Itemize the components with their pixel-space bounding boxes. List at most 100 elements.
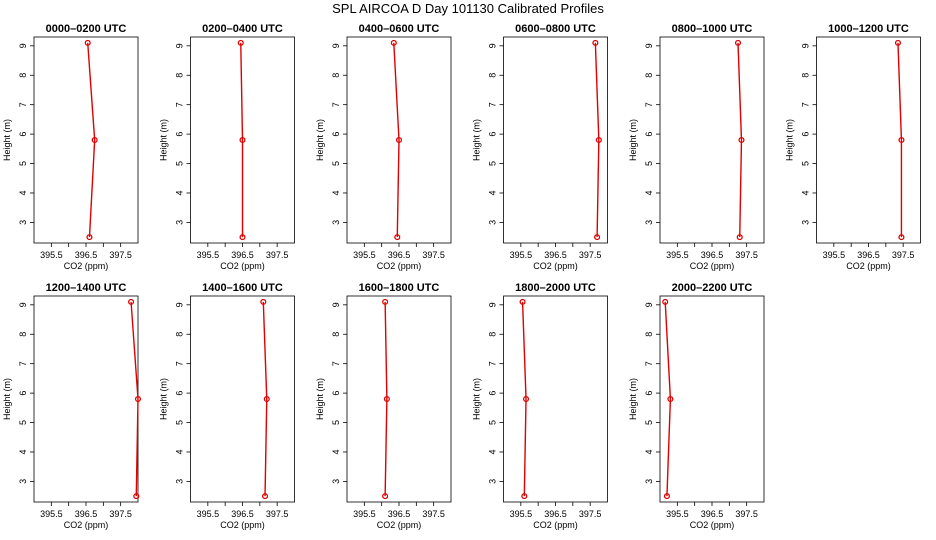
- x-tick-label: 396.5: [857, 250, 880, 260]
- y-tick-label: 8: [175, 73, 185, 78]
- panel: 2000–2200 UTC 395.5 396.5 397.5 3 4 5 6 7 8 9 CO2 (…: [628, 282, 765, 530]
- data-point: [134, 395, 142, 403]
- x-axis-label: CO2 (ppm): [220, 261, 265, 271]
- y-tick-label: 9: [331, 43, 341, 48]
- data-point: [383, 395, 390, 403]
- series-line: [130, 301, 139, 497]
- x-tick-label: 396.5: [231, 250, 254, 260]
- y-tick-label: 6: [175, 132, 185, 137]
- y-tick-label: 8: [18, 332, 28, 337]
- y-tick-label: 6: [18, 391, 28, 396]
- x-axis-label: CO2 (ppm): [64, 520, 109, 530]
- x-tick-label: 395.5: [197, 250, 220, 260]
- data-point: [592, 39, 599, 46]
- y-tick-label: 4: [488, 190, 498, 195]
- x-tick-label: 395.5: [666, 509, 689, 519]
- y-tick-label: 9: [488, 43, 498, 48]
- y-tick-label: 9: [175, 43, 185, 48]
- panel-title: 1400–1600 UTC: [202, 282, 283, 294]
- x-tick-label: 396.5: [544, 509, 567, 519]
- plot-frame: [659, 295, 765, 503]
- x-axis-label: CO2 (ppm): [533, 261, 578, 271]
- x-tick-label: 396.5: [701, 509, 724, 519]
- x-tick-label: 396.5: [75, 250, 98, 260]
- data-point: [522, 395, 530, 403]
- y-tick-label: 7: [18, 102, 28, 107]
- y-tick-label: 5: [644, 420, 654, 425]
- y-tick-label: 7: [801, 102, 811, 107]
- panel-title: 0400–0600 UTC: [359, 23, 440, 35]
- panel: 1400–1600 UTC 395.5 396.5 397.5 3 4 5 6 7 8 9 CO2 (…: [159, 282, 295, 530]
- plot-frame: [816, 36, 921, 244]
- figure-title: SPL AIRCOA D Day 101130 Calibrated Profi…: [332, 1, 604, 16]
- y-tick-label: 5: [331, 420, 341, 425]
- y-tick-label: 8: [488, 332, 498, 337]
- y-tick-label: 8: [488, 73, 498, 78]
- y-tick-label: 8: [801, 73, 811, 78]
- plot-frame: [33, 295, 139, 503]
- data-point: [237, 39, 244, 46]
- data-point: [239, 136, 246, 144]
- x-tick-label: 397.5: [735, 509, 758, 519]
- data-point: [263, 395, 270, 403]
- y-tick-label: 3: [488, 220, 498, 225]
- data-point: [395, 136, 403, 144]
- y-tick-label: 9: [18, 43, 28, 48]
- x-tick-label: 395.5: [510, 509, 533, 519]
- panel-title: 0200–0400 UTC: [202, 23, 283, 35]
- x-tick-label: 396.5: [701, 250, 724, 260]
- panel: 1200–1400 UTC 395.5 396.5 397.5 3 4 5 6 7 8 9 CO2 (…: [2, 282, 142, 530]
- y-tick-label: 3: [644, 479, 654, 484]
- x-axis-label: CO2 (ppm): [846, 261, 891, 271]
- data-point: [521, 493, 528, 500]
- series-line: [737, 42, 743, 238]
- data-point: [894, 39, 902, 46]
- x-tick-label: 396.5: [388, 509, 411, 519]
- y-tick-label: 5: [801, 161, 811, 166]
- y-tick-label: 7: [488, 102, 498, 107]
- y-tick-label: 3: [175, 220, 185, 225]
- y-axis-label: Height (m): [159, 378, 169, 420]
- x-tick-label: 396.5: [544, 250, 567, 260]
- plot-frame: [33, 36, 139, 244]
- y-tick-label: 4: [801, 190, 811, 195]
- y-tick-label: 4: [175, 449, 185, 454]
- x-tick-label: 397.5: [892, 250, 915, 260]
- series-line: [240, 42, 244, 238]
- x-axis-label: CO2 (ppm): [690, 520, 735, 530]
- x-tick-label: 395.5: [666, 250, 689, 260]
- y-axis-label: Height (m): [785, 119, 795, 161]
- y-tick-label: 7: [175, 102, 185, 107]
- x-tick-label: 397.5: [579, 509, 602, 519]
- x-tick-label: 395.5: [353, 250, 376, 260]
- x-tick-label: 397.5: [579, 250, 602, 260]
- series-line: [384, 301, 388, 497]
- y-tick-label: 7: [331, 102, 341, 107]
- panel-title: 0000–0200 UTC: [46, 23, 127, 35]
- x-tick-label: 397.5: [109, 250, 132, 260]
- x-axis-label: CO2 (ppm): [64, 261, 109, 271]
- y-axis-label: Height (m): [2, 119, 12, 161]
- y-tick-label: 3: [801, 220, 811, 225]
- y-tick-label: 5: [18, 420, 28, 425]
- x-tick-label: 396.5: [231, 509, 254, 519]
- data-point: [390, 39, 397, 46]
- y-tick-label: 4: [644, 190, 654, 195]
- y-tick-label: 7: [18, 361, 28, 366]
- panel: 0200–0400 UTC 395.5 396.5 397.5 3 4 5 6 7 8 9 CO2 (…: [159, 23, 295, 271]
- y-tick-label: 6: [644, 132, 654, 137]
- y-tick-label: 8: [331, 73, 341, 78]
- y-tick-label: 9: [488, 302, 498, 307]
- series-line: [897, 42, 903, 238]
- series-line: [594, 42, 600, 238]
- y-tick-label: 6: [18, 132, 28, 137]
- data-point: [594, 234, 601, 241]
- data-point: [738, 136, 745, 144]
- y-tick-label: 7: [644, 102, 654, 107]
- y-tick-label: 8: [644, 73, 654, 78]
- y-tick-label: 9: [331, 302, 341, 307]
- x-tick-label: 397.5: [735, 250, 758, 260]
- y-tick-label: 5: [18, 161, 28, 166]
- y-tick-label: 6: [801, 132, 811, 137]
- panel-title: 0800–1000 UTC: [672, 23, 753, 35]
